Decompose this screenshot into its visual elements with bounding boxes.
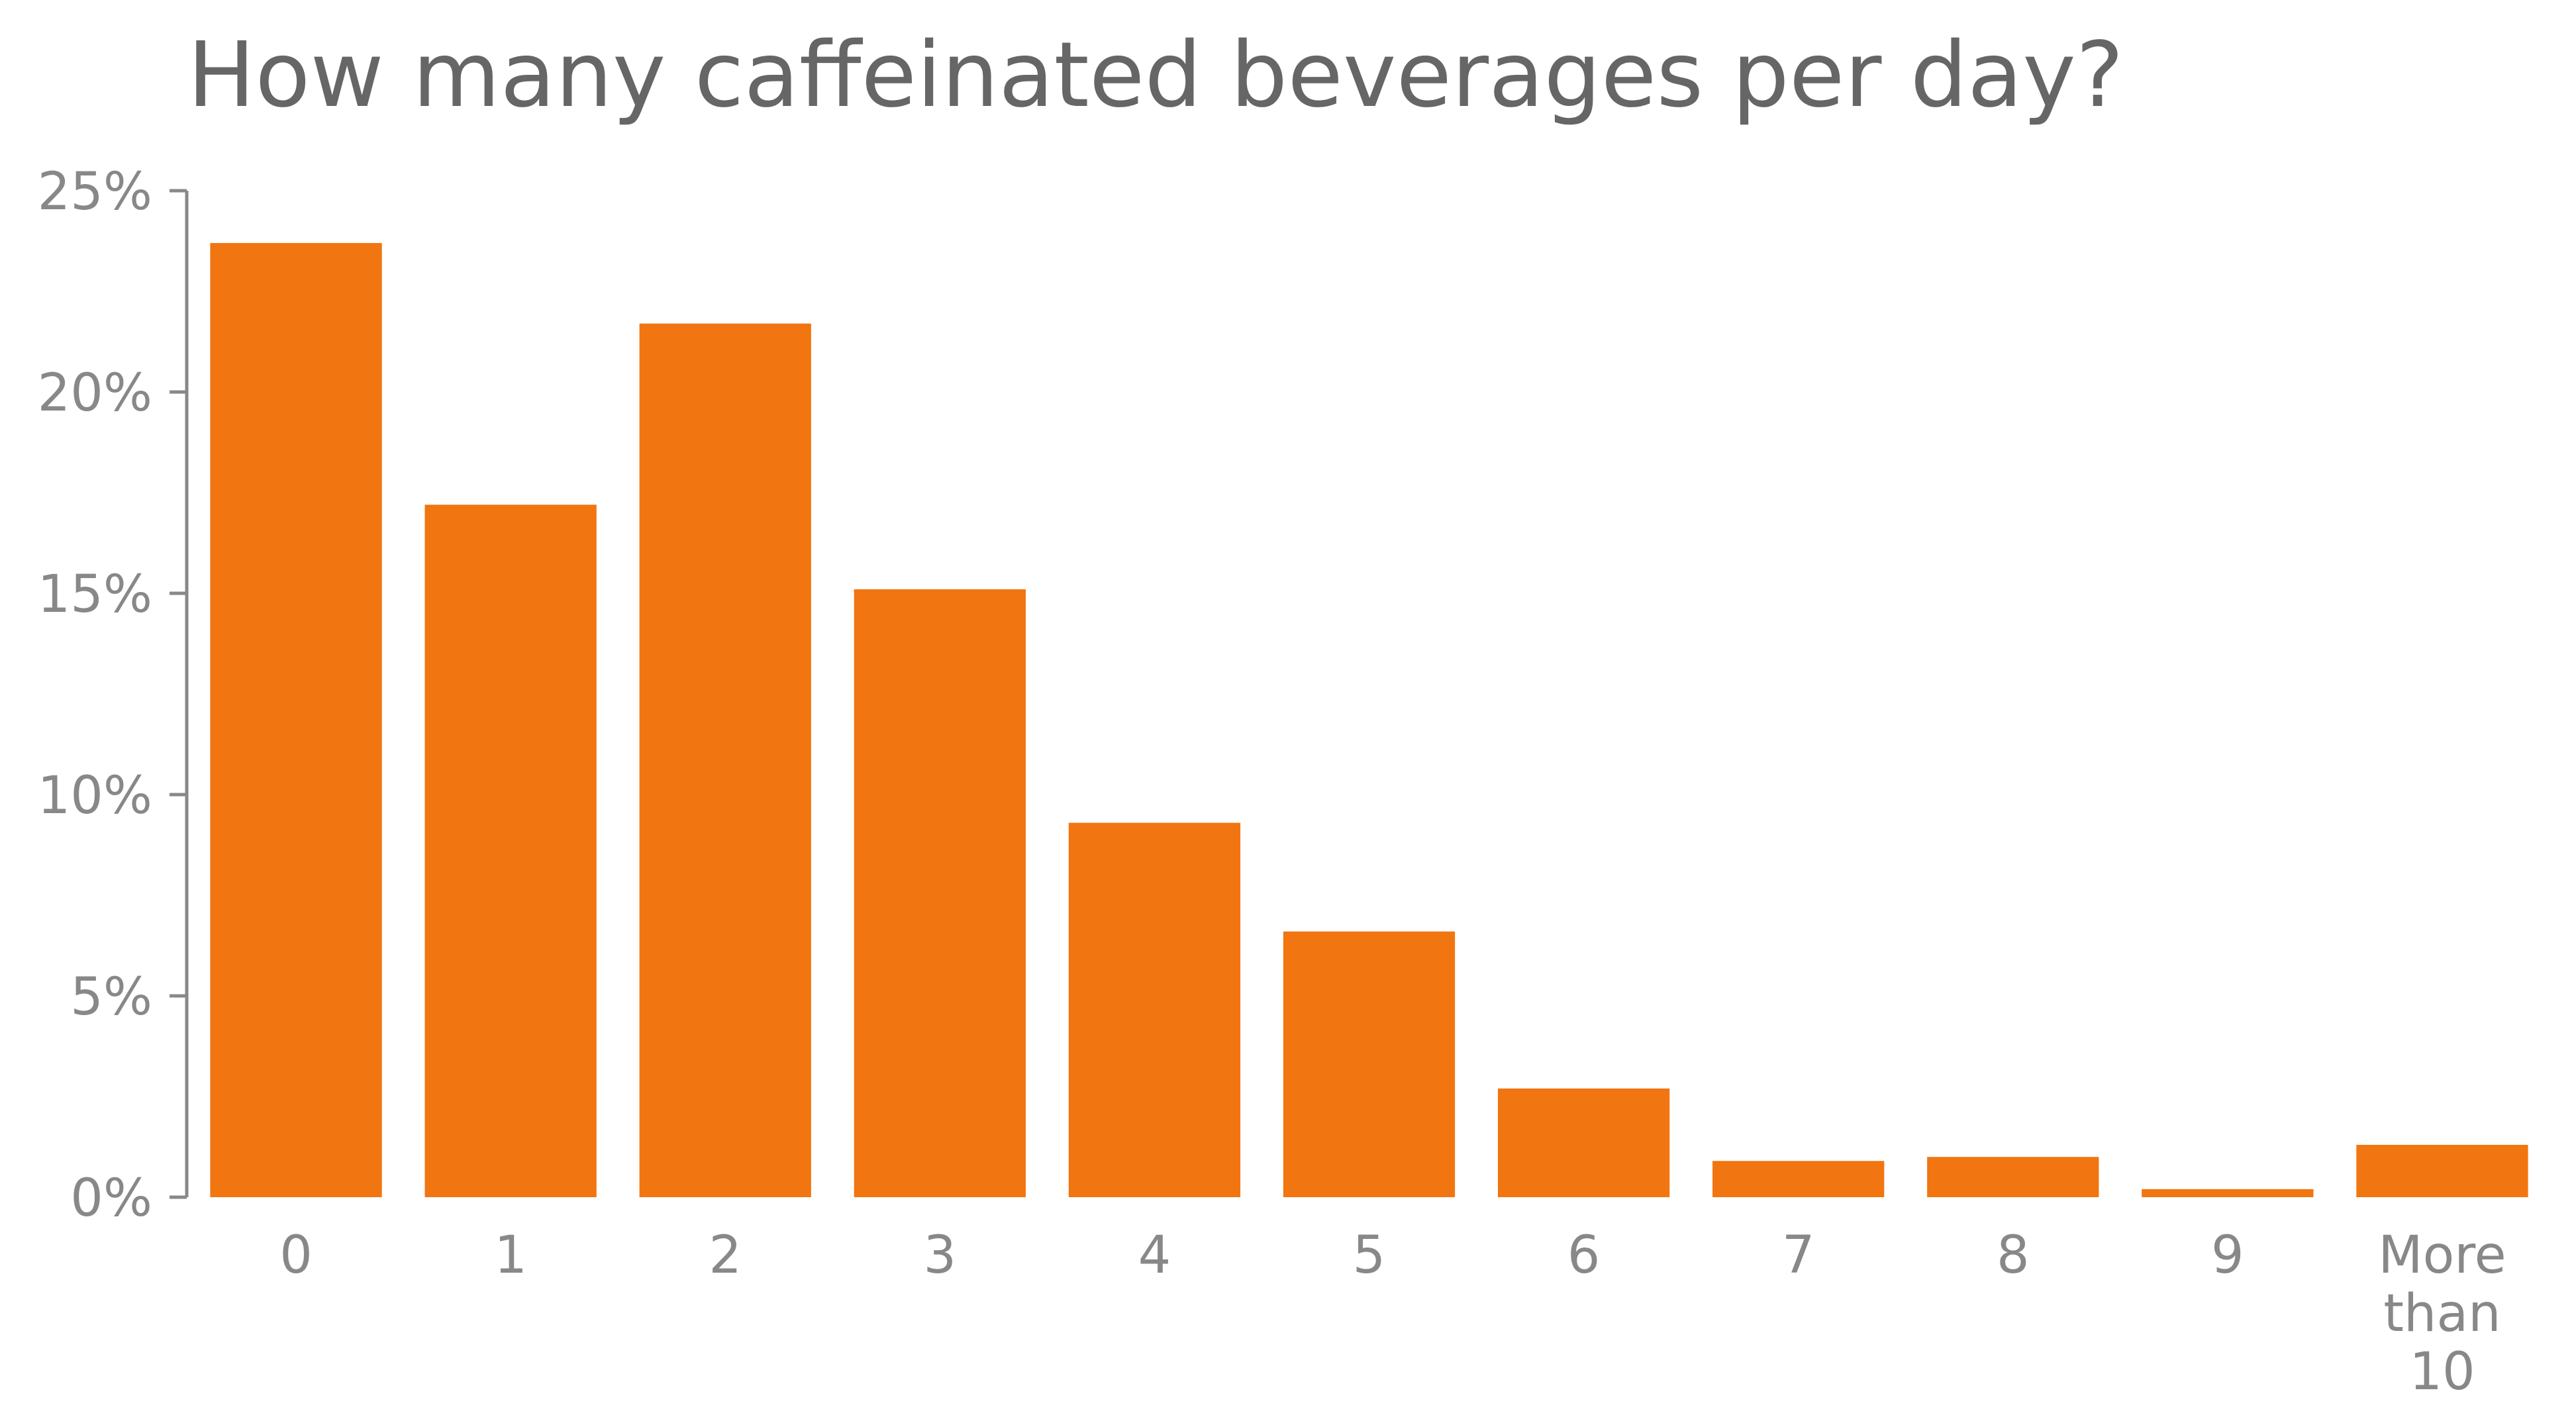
x-tick-label-line: 10 [2409,1342,2475,1402]
x-tick-label-line: 0 [279,1226,313,1285]
x-tick-label-line: 8 [1997,1226,2030,1285]
x-axis: 0 1 2 3 4 5 6 7 8 9 More than 10 [279,1226,2506,1402]
x-tick-label-line: 7 [1782,1226,1815,1285]
x-tick-label: 5 [1353,1226,1386,1285]
y-tick-label: 20% [38,364,152,423]
x-tick-label: 3 [923,1226,956,1285]
x-tick-label: 7 [1782,1226,1815,1285]
x-tick-label: 1 [494,1226,527,1285]
x-tick-label-line: More [2378,1226,2506,1285]
x-tick-label-line: 2 [709,1226,742,1285]
x-tick-label: 9 [2211,1226,2244,1285]
bar [1927,1157,2099,1197]
bar [1283,931,1456,1197]
bar [2142,1189,2314,1197]
bars [210,243,2528,1197]
bar [1068,822,1241,1197]
x-tick-label-line: 1 [494,1226,527,1285]
y-tick-label: 0% [70,1169,152,1228]
x-tick-label: 2 [709,1226,742,1285]
y-axis: 0% 5% 10% 15% 20% 25% [38,162,189,1228]
x-tick-label-line: 5 [1353,1226,1386,1285]
bar [1712,1161,1885,1197]
y-tick-label: 5% [70,967,152,1027]
x-tick-label: 4 [1138,1226,1171,1285]
x-tick-label-line: 3 [923,1226,956,1285]
bar [424,505,597,1197]
x-tick-label-line: 9 [2211,1226,2244,1285]
y-tick-label: 15% [38,565,152,624]
x-tick-label: 6 [1567,1226,1601,1285]
y-tick-label: 10% [38,766,152,826]
bar [639,323,811,1197]
bar [854,589,1026,1197]
x-tick-label-line: 4 [1138,1226,1171,1285]
bar [1497,1088,1670,1197]
x-tick-label-line: 6 [1567,1226,1601,1285]
y-tick-label: 25% [38,162,152,222]
x-tick-label: 8 [1997,1226,2030,1285]
bar [210,243,382,1197]
x-tick-label: 0 [279,1226,313,1285]
chart-title: How many caffeinated beverages per day? [187,23,2124,128]
x-tick-label: More than 10 [2378,1226,2506,1402]
x-tick-label-line: than [2383,1284,2501,1344]
bar [2356,1144,2528,1197]
